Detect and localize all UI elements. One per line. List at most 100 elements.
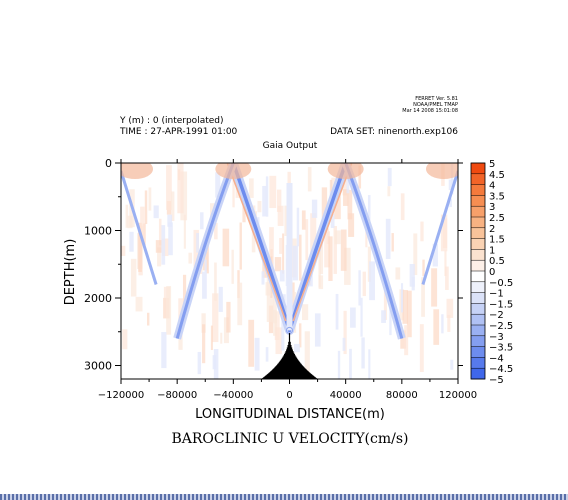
- field-patch-negative: [360, 297, 363, 337]
- ridge-bar: [262, 377, 265, 379]
- ridge-bar: [274, 367, 276, 379]
- field-patch-positive: [158, 218, 162, 246]
- x-tick-label: 120000: [439, 390, 477, 401]
- field-patch-positive: [183, 214, 186, 249]
- field-patch-positive: [182, 274, 187, 315]
- colorbar-label: 4.5: [489, 170, 505, 181]
- colorbar-label: 0.5: [489, 256, 505, 267]
- field-patch-positive: [318, 237, 321, 288]
- primary-beam: [287, 163, 348, 333]
- field-patch-negative: [335, 293, 339, 330]
- beam-flank-positive: [226, 163, 287, 322]
- field-patch-positive: [440, 214, 448, 252]
- field-patch-positive: [274, 311, 280, 341]
- time-note: TIME : 27-APR-1991 01:00: [119, 127, 238, 137]
- x-tick-label: 40000: [330, 390, 362, 401]
- ridge-bar: [281, 358, 283, 379]
- field-patch-positive: [279, 237, 284, 254]
- field-patch-negative: [279, 270, 285, 282]
- field-patch-positive: [400, 330, 407, 349]
- field-patch-positive: [340, 229, 347, 271]
- field-patch-positive: [347, 189, 353, 220]
- field-patch-positive: [138, 222, 142, 272]
- ridge-bar: [295, 356, 297, 379]
- field-patch-negative: [361, 337, 365, 369]
- field-patch-positive: [404, 325, 409, 356]
- field-patch-negative: [349, 348, 352, 379]
- ridge-bar: [302, 366, 305, 379]
- ridge-bar: [295, 357, 298, 379]
- field-patch-positive: [445, 266, 449, 290]
- colorbar-label: 3: [489, 202, 495, 213]
- field-patch-positive: [122, 329, 128, 350]
- field-patch-positive: [305, 219, 309, 261]
- field-patch-negative: [387, 167, 392, 187]
- field-patch-negative: [202, 271, 207, 299]
- ridge-bar: [305, 369, 307, 379]
- field-patch-positive: [171, 191, 175, 221]
- ferret-date: Mar 14 2008 15:01:08: [402, 108, 458, 114]
- field-patch-positive: [310, 213, 317, 254]
- field-patch-positive: [222, 228, 230, 267]
- colorbar-label: −2: [489, 310, 504, 321]
- field-patch-positive: [334, 187, 341, 220]
- y-axis: 0 1000 2000 3000: [84, 157, 463, 373]
- field-patch-positive: [276, 189, 282, 212]
- field-patch-positive: [413, 233, 418, 276]
- y-tick-label: 2000: [84, 292, 112, 305]
- ridge-bar: [314, 377, 317, 379]
- field-patch-positive: [135, 296, 143, 312]
- field-patch-positive: [298, 234, 302, 281]
- field-patch-positive: [298, 323, 302, 348]
- field-patch-positive: [239, 222, 242, 270]
- colorbar-swatch: [471, 195, 485, 207]
- ridge-bar: [313, 376, 315, 379]
- ridge-bar: [307, 371, 310, 379]
- ridge-bar: [276, 365, 278, 379]
- colorbar-label: −3: [489, 332, 504, 343]
- colorbar-label: −1.5: [489, 299, 513, 310]
- surface-burst: [121, 163, 154, 179]
- ridge-bar: [293, 352, 295, 379]
- ridge-bar: [292, 351, 294, 379]
- field-patch-positive: [274, 257, 282, 272]
- colorbar-swatch: [471, 173, 485, 185]
- colorbar-swatch: [471, 325, 485, 337]
- field-patch-positive: [282, 233, 285, 274]
- dataset-note: DATA SET: ninenorth.exp106: [330, 127, 458, 137]
- ridge-bar: [297, 359, 299, 379]
- ridge-bar: [294, 355, 296, 379]
- colorbar-swatch: [471, 227, 485, 239]
- field-patch-positive: [147, 312, 150, 326]
- field-patch-positive: [383, 280, 387, 320]
- ridge-bar: [291, 349, 293, 379]
- field-patch-negative: [450, 359, 454, 370]
- colorbar-label: 5: [489, 159, 495, 170]
- x-tick-label: −120000: [98, 390, 145, 401]
- ridge-bar: [310, 374, 312, 379]
- ridge-bar: [275, 365, 277, 379]
- bottom-strip: [0, 494, 568, 500]
- colorbar: 54.543.532.521.510.50−0.5−1−1.5−2−2.5−3−…: [470, 159, 513, 386]
- x-tick-label: 0: [286, 390, 292, 401]
- field-patch-positive: [193, 229, 199, 270]
- field-patch-positive: [212, 293, 219, 343]
- ridge-bar: [273, 368, 275, 379]
- ridge-bar: [265, 375, 267, 379]
- ridge-bar: [267, 374, 269, 379]
- field-patch-positive: [130, 258, 137, 297]
- colorbar-swatch: [471, 217, 485, 229]
- colorbar-swatch: [471, 346, 485, 358]
- field-patch-negative: [385, 218, 391, 259]
- field-patch-positive: [180, 171, 188, 221]
- field-patch-negative: [161, 225, 166, 265]
- ridge-bar: [288, 333, 291, 379]
- ridge-bar: [312, 375, 314, 379]
- field-patch-positive: [125, 204, 129, 228]
- ridge-bar: [309, 373, 312, 379]
- colorbar-label: −5: [489, 375, 504, 386]
- field-patch-positive: [166, 165, 172, 210]
- colorbar-swatch: [471, 303, 485, 315]
- ridge-bar: [269, 371, 272, 379]
- field-patch-positive: [344, 247, 351, 285]
